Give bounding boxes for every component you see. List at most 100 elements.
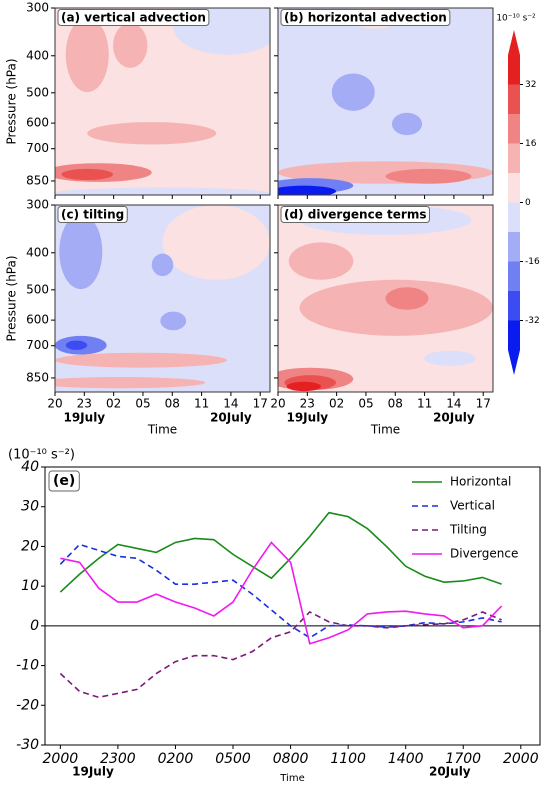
x-tick-label: 20	[270, 397, 285, 411]
colorbar-band	[508, 84, 520, 114]
colorbar-extend-top	[508, 30, 520, 55]
panel-label: (c) tilting	[61, 208, 124, 222]
panel-label-box	[57, 9, 210, 26]
y-units: (10⁻¹⁰ s⁻²)	[8, 448, 75, 463]
colorbar-band	[508, 320, 520, 350]
x-tick-label: 17	[476, 397, 491, 411]
x-tick-label: 11	[417, 397, 432, 411]
plot-frame	[44, 466, 541, 746]
contour-panel	[278, 205, 493, 392]
panel-label-box	[48, 470, 80, 492]
x-tick-label: 05	[135, 397, 150, 411]
contour-region	[65, 340, 88, 350]
x-tick-label: 02	[329, 397, 344, 411]
legend-label: Tilting	[449, 523, 487, 537]
x-tick-label: 0500	[215, 751, 251, 767]
contour-region	[160, 311, 187, 331]
panel-label-box	[280, 206, 430, 223]
x-tick-label: 1700	[445, 751, 481, 767]
x-axis-label: Time	[147, 423, 177, 437]
contour-region	[55, 377, 206, 389]
y-tick-label: 850	[26, 173, 49, 187]
y-tick-label: 400	[26, 48, 49, 62]
x-axis-label: Time	[370, 423, 400, 437]
contour-panel	[278, 8, 493, 195]
legend-label: Horizontal	[450, 475, 511, 489]
date-label: 20July	[429, 765, 471, 779]
colorbar-extend-bottom	[508, 350, 520, 375]
panel-frame	[277, 204, 494, 393]
x-tick-label: 17	[253, 397, 268, 411]
colorbar-tick-label: 0	[525, 198, 531, 208]
contour-region	[162, 205, 270, 280]
colorbar-tick-label: 16	[525, 139, 537, 149]
colorbar-tick-label: 32	[525, 80, 536, 90]
legend-label: Vertical	[450, 499, 495, 513]
y-axis-label: Pressure (hPa)	[5, 255, 19, 341]
colorbar-band	[508, 173, 520, 203]
x-tick-label: 2000	[503, 751, 539, 767]
colorbar-band	[508, 261, 520, 291]
date-label: 20July	[210, 411, 252, 425]
x-tick-label: 20	[47, 397, 62, 411]
y-tick-label: 500	[26, 85, 49, 99]
y-tick-label: 700	[26, 141, 49, 155]
y-tick-label: 600	[26, 313, 49, 327]
x-tick-label: 02	[106, 397, 121, 411]
x-tick-label: 05	[358, 397, 373, 411]
contour-region	[55, 352, 227, 368]
x-tick-label: 11	[194, 397, 209, 411]
y-tick-label: 10	[21, 578, 39, 594]
legend-label: Divergence	[450, 547, 518, 561]
panel-frame	[54, 7, 271, 196]
x-tick-label: 08	[165, 397, 180, 411]
x-axis-label: Time	[279, 773, 304, 784]
x-tick-label: 23	[300, 397, 315, 411]
panel-frame	[54, 204, 271, 393]
y-tick-label: 0	[30, 618, 39, 634]
contour-region	[87, 122, 217, 145]
series-line	[60, 541, 503, 645]
series-line	[59, 543, 502, 639]
panel-label: (e)	[53, 473, 75, 489]
contour-region	[286, 381, 321, 392]
panel-label-box	[57, 206, 128, 223]
x-tick-label: 0200	[158, 751, 194, 767]
y-tick-label: 400	[26, 245, 49, 259]
contour-region	[278, 185, 337, 195]
colorbar-units: 10⁻¹⁰ s⁻²	[496, 14, 536, 24]
y-tick-label: 40	[21, 459, 39, 475]
y-tick-label: -20	[16, 697, 39, 713]
date-label: 19July	[72, 765, 114, 779]
y-tick-label: 20	[21, 538, 39, 554]
colorbar-band	[508, 55, 520, 85]
contour-region	[385, 168, 472, 184]
panel-label: (a) vertical advection	[61, 11, 206, 25]
contour-region	[55, 187, 270, 195]
y-tick-label: 850	[26, 370, 49, 384]
contour-region	[385, 287, 429, 310]
contour-panel	[55, 205, 270, 392]
y-tick-label: 600	[26, 116, 49, 130]
contour-region	[59, 214, 103, 290]
colorbar-tick-label: -32	[525, 316, 540, 326]
colorbar-band	[508, 202, 520, 232]
contour-region	[391, 112, 423, 136]
x-tick-label: 14	[223, 397, 238, 411]
contour-region	[288, 242, 354, 280]
y-axis-label: Pressure (hPa)	[5, 58, 19, 144]
panel-label-box	[280, 9, 451, 26]
x-tick-label: 08	[388, 397, 403, 411]
contour-region	[331, 73, 375, 111]
x-tick-label: 0800	[273, 751, 309, 767]
date-label: 19July	[63, 411, 105, 425]
y-tick-label: 30	[21, 499, 39, 515]
date-label: 19July	[286, 411, 328, 425]
y-tick-label: -30	[16, 737, 39, 753]
x-tick-label: 1100	[330, 751, 366, 767]
contour-region	[424, 350, 476, 366]
panel-label: (d) divergence terms	[284, 208, 426, 222]
panel-label: (b) horizontal advection	[284, 11, 447, 25]
colorbar-band	[508, 291, 520, 321]
